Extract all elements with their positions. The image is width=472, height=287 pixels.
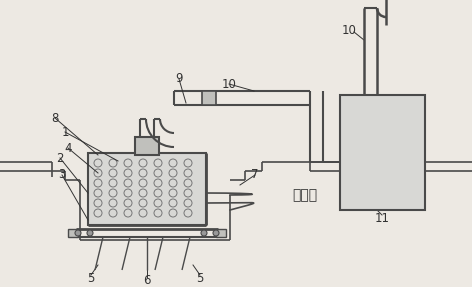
Text: 11: 11 [374, 212, 389, 224]
Text: 2: 2 [56, 152, 64, 164]
Circle shape [75, 230, 81, 236]
Text: 6: 6 [143, 274, 151, 286]
Text: 8: 8 [51, 112, 59, 125]
Text: 10: 10 [342, 24, 356, 36]
Text: 7: 7 [251, 168, 259, 181]
Text: 9: 9 [175, 73, 183, 86]
Bar [216, 229, 226, 237]
Bar [68, 229, 78, 237]
Text: 3: 3 [59, 168, 66, 181]
Bar [88, 153, 206, 225]
Circle shape [213, 230, 219, 236]
Text: 5: 5 [87, 272, 95, 284]
Text: 1: 1 [61, 125, 69, 139]
Circle shape [87, 230, 93, 236]
Bar [135, 137, 159, 155]
Text: 4: 4 [64, 141, 72, 154]
Bar [202, 91, 216, 105]
Text: 10: 10 [221, 77, 236, 90]
Text: 集水池: 集水池 [293, 188, 318, 202]
Text: 5: 5 [196, 272, 204, 284]
Circle shape [201, 230, 207, 236]
Bar [340, 95, 425, 210]
